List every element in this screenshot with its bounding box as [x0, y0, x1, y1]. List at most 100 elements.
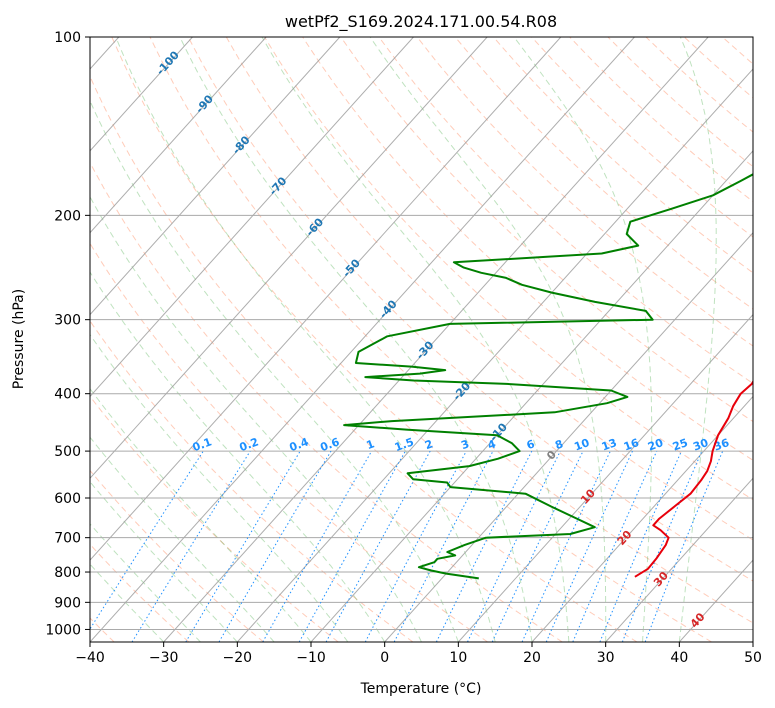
dry-adiabat — [90, 242, 488, 642]
dry-adiabat — [378, 37, 753, 385]
dry-adiabat — [264, 37, 753, 501]
moist-adiabat — [90, 523, 201, 642]
x-axis-label: Temperature (°C) — [360, 681, 482, 697]
mixing-ratio-line — [131, 450, 251, 642]
x-tick-label: −30 — [149, 650, 179, 666]
skewed-isotherm — [310, 150, 753, 642]
mixing-ratio-label: 1.5 — [393, 435, 416, 454]
y-tick-label: 700 — [54, 531, 81, 547]
y-axis-label: Pressure (hPa) — [11, 289, 27, 389]
moist-adiabat — [261, 37, 570, 642]
x-tick-label: 20 — [523, 650, 541, 666]
moist-adiabat — [90, 436, 275, 642]
dry-adiabat — [90, 161, 563, 642]
skewed-isotherm — [90, 37, 267, 234]
moist-adiabat — [90, 271, 386, 642]
y-tick-label: 200 — [54, 208, 81, 224]
dry-adiabat — [90, 543, 190, 642]
x-tick-label: 0 — [380, 650, 389, 666]
moist-adiabat — [90, 333, 349, 642]
skewed-isotherm — [90, 37, 414, 398]
moist-adiabat — [90, 481, 238, 642]
dry-adiabat — [493, 37, 753, 274]
dry-adiabat — [607, 37, 753, 168]
dry-adiabat — [683, 37, 753, 99]
mixing-ratio-label: 1 — [365, 437, 377, 452]
temperature-profile — [634, 379, 753, 578]
skewed-isotherm — [90, 37, 341, 316]
mixing-ratio-label: 2 — [423, 437, 435, 452]
mixing-ratio-label: 8 — [553, 437, 565, 452]
mixing-ratio-line — [491, 450, 584, 642]
mixing-ratio-label: 20 — [646, 436, 665, 454]
mixing-ratio-line — [298, 450, 406, 642]
mixing-ratio-label: 0.6 — [318, 435, 341, 454]
moist-adiabat — [90, 387, 312, 642]
mixing-ratio-line — [90, 450, 204, 630]
mixing-ratio-line — [262, 450, 373, 642]
dry-adiabat — [531, 37, 753, 238]
x-tick-label: 10 — [449, 650, 467, 666]
mixing-ratio-line — [325, 450, 431, 642]
moist-adiabat — [513, 37, 653, 642]
mixing-ratio-line — [599, 450, 682, 642]
dry-adiabat — [454, 37, 753, 310]
skewed-isotherm — [236, 68, 753, 642]
skewed-isotherm — [90, 37, 562, 561]
mixing-ratio-label: 6 — [525, 437, 537, 452]
skewed-isotherm — [678, 559, 753, 642]
skewed-isotherm — [531, 395, 753, 642]
x-tick-label: 40 — [670, 650, 688, 666]
mixing-ratio-label: 16 — [622, 436, 641, 454]
skewed-isotherm — [457, 313, 753, 642]
mixing-ratio-label: 10 — [572, 436, 591, 454]
skewed-isotherm — [605, 477, 753, 642]
y-tick-label: 900 — [54, 595, 81, 611]
mixing-ratio-label: 3 — [459, 437, 471, 452]
chart-title: wetPf2_S169.2024.171.00.54.R08 — [285, 12, 557, 32]
y-tick-label: 800 — [54, 565, 81, 581]
moist-adiabat — [369, 37, 607, 642]
x-tick-label: 50 — [744, 650, 762, 666]
skewed-isotherm — [752, 641, 753, 642]
skewed-isotherm — [90, 37, 488, 480]
mixing-ratio-label: 13 — [600, 436, 619, 453]
y-tick-label: 300 — [54, 313, 81, 329]
moist-adiabat — [90, 99, 459, 642]
mixing-ratio-label: 25 — [671, 436, 690, 453]
mixing-ratio-line — [467, 450, 561, 642]
mixing-ratio-label: 4 — [486, 437, 498, 452]
mixing-ratio-line — [644, 450, 724, 642]
skewed-isotherm — [384, 231, 753, 642]
mixing-ratio-line — [545, 450, 633, 642]
moist-adiabat — [678, 37, 717, 642]
plot-frame — [89, 36, 754, 643]
x-tick-label: −40 — [75, 650, 105, 666]
y-tick-label: 100 — [54, 30, 81, 46]
mixing-ratio-line — [185, 450, 301, 642]
dry-adiabat — [225, 37, 753, 541]
dry-adiabat — [761, 37, 775, 642]
dry-adiabat — [90, 469, 264, 642]
mixing-ratio-line — [435, 450, 533, 642]
x-tick-label: 30 — [597, 650, 615, 666]
mixing-ratio-label: 0.2 — [238, 435, 261, 454]
moist-adiabat — [179, 37, 533, 642]
dewpoint-profile — [343, 173, 753, 580]
moist-adiabat — [115, 37, 496, 642]
mixing-ratio-line — [621, 450, 703, 642]
skewed-isotherm — [90, 37, 635, 642]
dry-adiabat — [416, 37, 753, 347]
dry-adiabat — [90, 320, 414, 642]
dry-adiabat — [149, 37, 753, 624]
y-tick-label: 500 — [54, 444, 81, 460]
y-tick-label: 400 — [54, 387, 81, 403]
mixing-ratio-line — [364, 450, 467, 642]
y-tick-label: 600 — [54, 491, 81, 507]
mixing-ratio-label: 0.4 — [288, 435, 311, 454]
mixing-ratio-label: 0.1 — [191, 435, 214, 454]
x-tick-label: −20 — [223, 650, 253, 666]
mixing-ratio-label: 30 — [691, 436, 710, 454]
x-tick-label: −10 — [296, 650, 326, 666]
